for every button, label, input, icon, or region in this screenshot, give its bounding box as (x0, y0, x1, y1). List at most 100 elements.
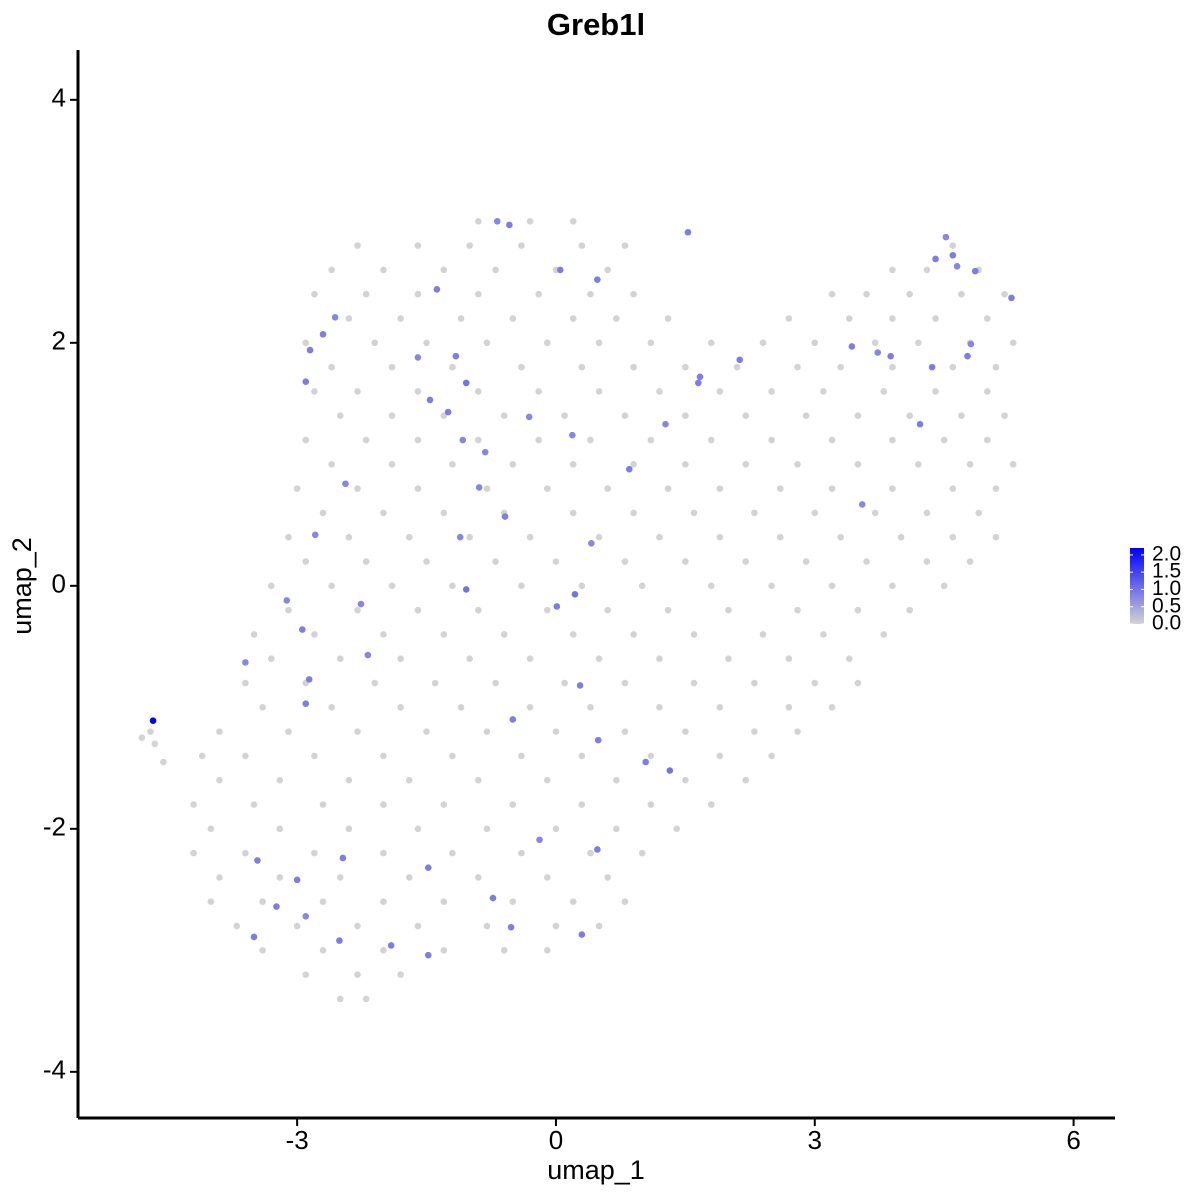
y-tick-label: -4 (43, 1055, 66, 1085)
point (942, 233, 950, 241)
point (595, 339, 603, 347)
point (928, 363, 936, 371)
point (483, 922, 491, 930)
point (414, 354, 422, 361)
point (716, 533, 724, 541)
point (544, 776, 551, 784)
point (319, 801, 327, 808)
point (319, 898, 327, 906)
point (621, 412, 629, 420)
x-tick-label: 3 (808, 1125, 822, 1155)
point (440, 509, 448, 517)
point (656, 388, 663, 395)
point (397, 655, 404, 663)
point (456, 533, 464, 541)
point (664, 315, 672, 322)
point (916, 420, 924, 428)
point (302, 971, 310, 978)
point (630, 461, 637, 468)
point (302, 700, 310, 707)
point (613, 315, 620, 322)
point (742, 412, 750, 420)
point (311, 531, 319, 539)
point (285, 728, 292, 735)
point (647, 339, 655, 347)
point (518, 752, 525, 760)
point (475, 484, 483, 491)
point (656, 704, 663, 711)
point (742, 461, 750, 468)
point (576, 682, 584, 689)
point (267, 582, 275, 590)
point (848, 343, 856, 350)
point (578, 363, 586, 371)
point (1001, 412, 1008, 420)
point (440, 898, 448, 906)
point (151, 740, 159, 748)
point (483, 339, 491, 347)
point (544, 947, 551, 954)
point (276, 776, 284, 784)
point (595, 655, 603, 663)
point (431, 679, 439, 687)
point (518, 849, 525, 857)
point (500, 412, 508, 420)
point (233, 922, 241, 930)
point (594, 276, 601, 283)
point (311, 849, 318, 857)
point (682, 728, 689, 735)
point (587, 849, 594, 857)
point (544, 485, 551, 492)
point (569, 218, 577, 225)
point (267, 655, 275, 663)
colorbar-label: 1.0 (1152, 577, 1181, 600)
point (647, 436, 655, 444)
point (449, 752, 456, 760)
point (242, 679, 249, 687)
point (552, 558, 560, 565)
point (889, 485, 896, 492)
point (630, 509, 637, 517)
point (673, 825, 681, 833)
point (440, 947, 448, 954)
point (906, 290, 913, 298)
point (906, 412, 913, 420)
point (828, 485, 836, 492)
point (638, 849, 646, 857)
point (518, 242, 525, 249)
point (949, 485, 957, 492)
point (587, 704, 594, 711)
point (666, 767, 674, 774)
point (1001, 290, 1008, 298)
point (319, 331, 327, 338)
point (336, 937, 343, 944)
point (414, 290, 422, 298)
colorbar-label: 2.0 (1152, 542, 1181, 565)
point (440, 266, 448, 274)
point (414, 242, 422, 249)
point (578, 931, 586, 938)
point (293, 922, 301, 930)
point (259, 704, 266, 711)
point (785, 704, 793, 711)
point (923, 266, 931, 274)
point (354, 922, 361, 930)
point (414, 922, 422, 930)
point (160, 758, 167, 766)
point (664, 606, 672, 614)
point (336, 655, 344, 663)
point (794, 461, 801, 468)
point (342, 480, 349, 488)
point (509, 801, 517, 808)
point (871, 339, 879, 347)
point (207, 898, 215, 906)
point (759, 339, 767, 347)
point (794, 363, 801, 371)
x-tick-label: 6 (1066, 1125, 1080, 1155)
point (302, 913, 310, 920)
point (328, 363, 335, 371)
point (923, 509, 931, 517)
x-axis-label: umap_1 (547, 1155, 645, 1185)
colorbar-label: 0.0 (1152, 612, 1181, 635)
